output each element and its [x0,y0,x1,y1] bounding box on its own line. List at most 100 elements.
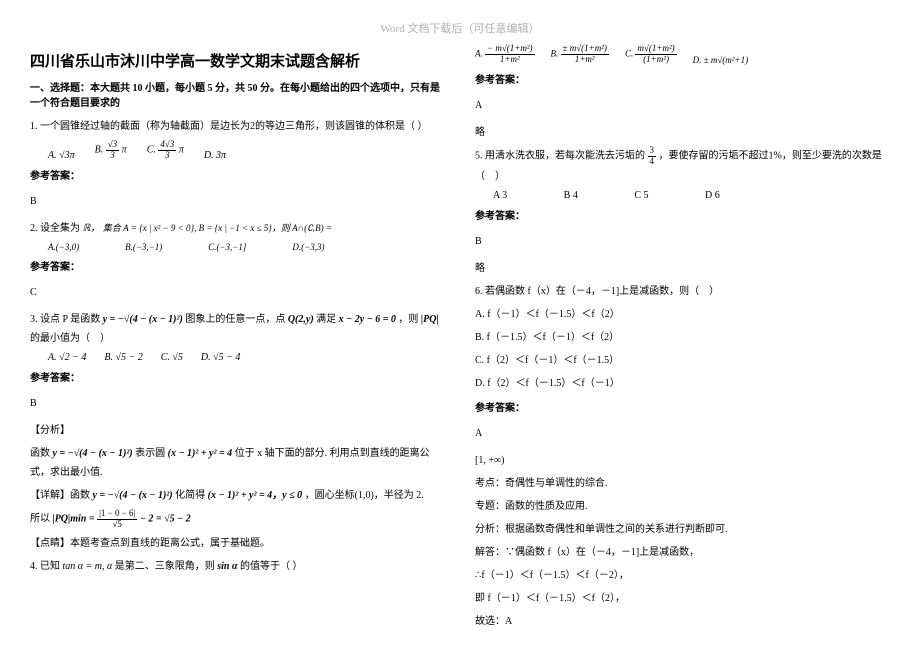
q3-a1-pre: 函数 [30,448,50,459]
q6-optD: D. f（2）＜f（－1.5）＜f（－1） [475,374,890,393]
q5-pre: 5. 用清水洗衣服，若每次能洗去污垢的 [475,150,645,161]
q4-end: 的值等于（ ） [240,561,303,572]
q5-ans-label: 参考答案： [475,207,890,226]
q1-optB: B. √33 π [95,140,127,161]
q3-pq-mid: − 2 = √5 − 2 [140,513,191,524]
q3-det-eq1: y = −√(4 − (x − 1)²) [93,490,173,501]
q1-options: A. √3π B. √33 π C. 4√33 π D. 3π [30,140,445,161]
q2-pre: 2. 设全集为 [30,223,80,234]
q4-optC-pre: C. [625,48,633,58]
left-column: 四川省乐山市沐川中学高一数学文期末试题含解析 一、选择题：本大题共 10 小题，… [30,44,445,635]
q1-optC-den: 3 [158,151,176,161]
q3-note: 【点睛】本题考查点到直线的距离公式，属于基础题。 [30,534,445,553]
q3-pq-lhs: |PQ|min = [53,513,95,524]
q1-optB-den: 3 [106,151,119,161]
q4-optC-den: (1+m²) [635,55,676,65]
q6-domain: [1, +∞) [475,451,890,470]
q6-zt-h: 专题： [475,501,505,512]
q3-mid1: 图象上的任意一点，点 [185,314,285,325]
q1-optB-suffix: π [122,145,127,156]
q3-ans: B [30,394,445,413]
q4-ans-label: 参考答案： [475,71,890,90]
q6-ja: 解答：∵偶函数 f（x）在（－4，－1]上是减函数， [475,543,890,562]
q6-ans: A [475,424,890,443]
q3-analysis1: 函数 y = −√(4 − (x − 1)²) 表示圆 (x − 1)² + y… [30,444,445,482]
q3-a1-mid: 表示圆 [135,448,165,459]
q1-optA: A. √3π [48,150,75,161]
q5-optD: D 6 [705,190,720,201]
doc-title: 四川省乐山市沐川中学高一数学文期末试题含解析 [30,50,445,71]
q3-mid2: 满足 [316,314,336,325]
q6-optA: A. f（－1）＜f（－1.5）＜f（2） [475,305,890,324]
q4-options: A. − m√(1+m²)1+m² B. ± m√(1+m²)1+m² C. m… [475,44,890,65]
q3-det-h: 【详解】函数 [30,490,90,501]
q6-ja2: ∴f（－1）＜f（－1.5）＜f（－2）， [475,566,890,585]
q3-optB: B. √5 − 2 [104,352,142,363]
q5-note: 略 [475,259,890,278]
q2-optB: B.(−3,−1) [125,242,162,252]
q2-optC: C.(−3,−1] [208,242,246,252]
q3-Q: Q(2,y) [288,314,314,325]
q1-optC: C. 4√33 π [147,140,184,161]
watermark-text: Word 文档下载后（可任意编辑） [30,20,890,36]
q3-end: 的最小值为（ ） [30,333,110,344]
q2-ans-label: 参考答案： [30,258,445,277]
q4-eq: tan α = m, α [63,561,113,572]
q2-stem: 2. 设全集为 ℝ， 集合 A = {x | x² − 9 < 0}, B = … [30,219,445,238]
q5-optC: C 5 [634,190,648,201]
q6-optB: B. f（－1.5）＜f（－1）＜f（2） [475,328,890,347]
q6-ans-label: 参考答案： [475,399,890,418]
q5-stem: 5. 用清水洗衣服，若每次能洗去污垢的 34 ，要使存留的污垢不超过1%，则至少… [475,146,890,186]
q6-ja1: ∵偶函数 f（x）在（－4，－1]上是减函数， [505,547,699,558]
q3-eq1: y = −√(4 − (x − 1)²) [103,314,183,325]
q1-optC-suffix: π [179,145,184,156]
q1-ans: B [30,192,445,211]
q3-det-eq2: (x − 1)² + y² = 4，y ≤ 0 [208,490,302,501]
q5-optB: B 4 [564,190,578,201]
q4-optA-den: 1+m² [485,55,535,65]
q6-kp: 考点：奇偶性与单调性的综合. [475,474,890,493]
q4-optB-pre: B. [551,48,559,58]
q4-sin: sin α [217,561,237,572]
q6-kp-v: 奇偶性与单调性的综合. [505,478,608,489]
q3-det-mid: 化简得 [175,490,205,501]
q6-ja-h: 解答： [475,547,505,558]
q3-pq-den: √5 [97,520,137,530]
q4-ans: A [475,96,890,115]
q6-stem: 6. 若偶函数 f（x）在（－4，－1]上是减函数，则（ ） [475,282,890,301]
q3-options: A. √2 − 4 B. √5 − 2 C. √5 D. √5 − 4 [30,352,445,363]
q3-pre: 3. 设点 P 是函数 [30,314,100,325]
q6-zt: 专题：函数的性质及应用. [475,497,890,516]
q2-optD: D.(−3,3) [292,242,324,252]
q4-optD-val: ± m√(m²+1) [704,55,748,65]
q3-eq2: x − 2y − 6 = 0 [339,314,396,325]
q4-optD-pre: D. [693,55,702,65]
q4-optA: A. − m√(1+m²)1+m² [475,44,535,65]
q3-a1-eq: y = −√(4 − (x − 1)²) [53,448,133,459]
q6-ja3: 即 f（－1）＜f（－1.5）＜f（2）， [475,589,890,608]
q4-optA-pre: A. [475,48,483,58]
q3-det-end: ，圆心坐标(1,0)，半径为 2. [305,490,424,501]
q3-pq: 所以 |PQ|min = |1 − 0 − 6|√5 − 2 = √5 − 2 [30,509,445,530]
q4-note: 略 [475,123,890,142]
q6-kp-h: 考点： [475,478,505,489]
q4-pre: 4. 已知 [30,561,60,572]
q3-analysis-h: 【分析】 [30,421,445,440]
q2-mid: 集合 A = {x | x² − 9 < 0}, B = {x | −1 < x… [103,223,332,233]
q1-optB-label: B. [95,145,104,156]
q3-a1-circ: (x − 1)² + y² = 4 [168,448,233,459]
q1-ans-label: 参考答案： [30,167,445,186]
q1-optC-label: C. [147,145,156,156]
q3-PQ: |PQ| [421,314,439,325]
q5-ans: B [475,232,890,251]
q3-detail: 【详解】函数 y = −√(4 − (x − 1)²) 化简得 (x − 1)²… [30,486,445,505]
q6-zt-v: 函数的性质及应用. [505,501,588,512]
right-column: A. − m√(1+m²)1+m² B. ± m√(1+m²)1+m² C. m… [475,44,890,635]
q5-optA: A 3 [493,190,507,201]
q6-fx-h: 分析： [475,524,505,535]
q4-optC: C. m√(1+m²)(1+m²) [625,44,677,65]
q6-fx-v: 根据函数奇偶性和单调性之间的关系进行判断即可. [505,524,728,535]
q5-frac-den: 4 [648,157,657,167]
q1-optD: D. 3π [204,150,226,161]
section1-header: 一、选择题：本大题共 10 小题，每小题 5 分，共 50 分。在每小题给出的四… [30,81,445,111]
